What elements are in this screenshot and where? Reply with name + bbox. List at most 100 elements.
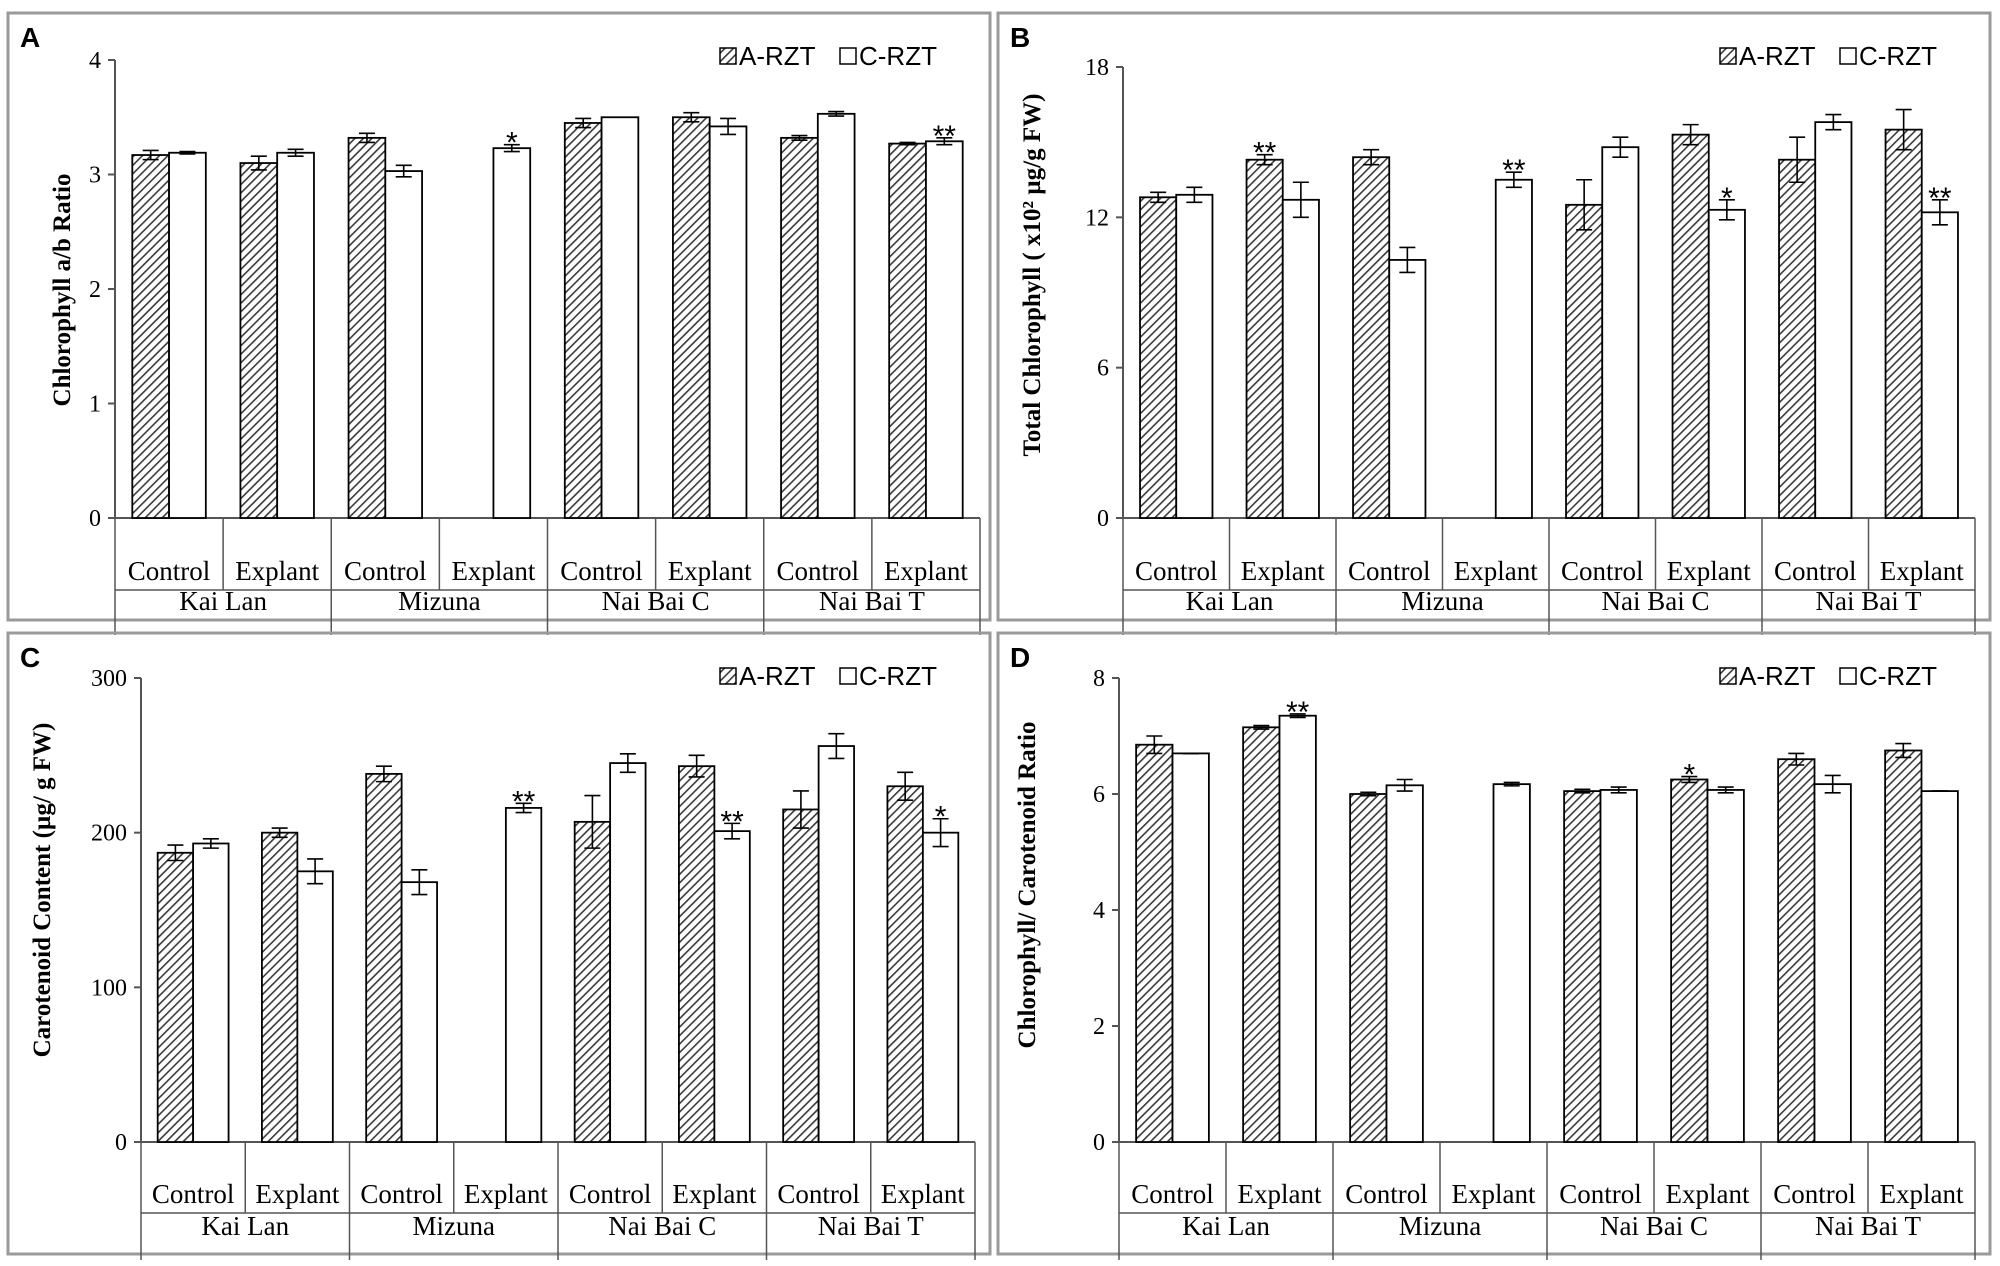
legend-label-c-rzt: C-RZT [1859, 41, 1937, 71]
x-subcategory-label: Control [1135, 556, 1218, 586]
x-group-label: Kai Lan [201, 1211, 289, 1241]
panel-d: D A-RZT C-RZT 0 2 4 6 8 Chlorophyll/ Carotenoid … [996, 631, 1992, 1260]
bar-c-rzt [1813, 783, 1852, 1143]
bar-c-rzt [1171, 752, 1210, 1143]
x-subcategory-label: Control [1348, 556, 1431, 586]
x-subcategory-label: Explant [881, 1179, 965, 1209]
bar-a-rzt [1352, 156, 1391, 519]
significance-marker: ** [1286, 696, 1310, 729]
x-subcategory-label: Control [1773, 1179, 1856, 1209]
legend-swatch-a-rzt [719, 47, 737, 65]
bar-c-rzt [1920, 790, 1959, 1143]
y-axis-title: Chlorophyll a/b Ratio [49, 174, 76, 407]
legend-label-c-rzt: C-RZT [1859, 661, 1937, 691]
x-group-label: Kai Lan [179, 586, 267, 616]
y-axis-title: Chlorophyll/ Carotenoid Ratio [1014, 722, 1041, 1049]
significance-marker: ** [1253, 137, 1277, 170]
x-subcategory-label: Explant [1238, 1179, 1322, 1209]
x-subcategory-label: Control [1345, 1179, 1428, 1209]
bar-a-rzt [347, 136, 387, 519]
legend-label-a-rzt: A-RZT [739, 661, 816, 691]
bar-c-rzt [609, 762, 647, 1143]
x-subcategory-label: Explant [1452, 1179, 1536, 1209]
significance-marker: * [506, 127, 518, 160]
x-subcategory-label: Explant [464, 1179, 548, 1209]
legend-label-c-rzt: C-RZT [859, 661, 937, 691]
legend-swatch-c-rzt [1839, 667, 1857, 685]
significance-marker: ** [512, 785, 536, 818]
bar-c-rzt [192, 842, 230, 1143]
x-subcategory-label: Control [560, 556, 643, 586]
bar-c-rzt [492, 147, 532, 519]
x-group-label: Nai Bai C [608, 1211, 716, 1241]
y-tick-label: 0 [1097, 506, 1109, 532]
x-subcategory-label: Control [152, 1179, 235, 1209]
bar-c-rzt [816, 112, 856, 519]
bar-a-rzt [782, 808, 820, 1143]
y-tick-label: 0 [115, 1130, 127, 1156]
x-subcategory-label: Explant [451, 556, 535, 586]
bar-c-rzt [400, 881, 438, 1143]
x-group-label: Kai Lan [1182, 1211, 1270, 1241]
y-tick-label: 1 [89, 392, 101, 418]
y-tick-label: 6 [1093, 782, 1105, 808]
panel-border [6, 11, 992, 622]
y-tick-label: 3 [89, 163, 101, 189]
bar-a-rzt [1349, 793, 1388, 1143]
bar-a-rzt [1139, 196, 1178, 519]
legend-swatch-c-rzt [1839, 47, 1857, 65]
bar-c-rzt [1707, 208, 1746, 519]
significance-marker: ** [1928, 182, 1952, 215]
x-subcategory-label: Control [777, 556, 860, 586]
bar-c-rzt [708, 125, 748, 519]
x-subcategory-label: Control [777, 1179, 860, 1209]
bar-c-rzt [1706, 789, 1745, 1143]
bar-c-rzt [276, 151, 315, 519]
panel-c: C A-RZT C-RZT 0 100 200 300 Carotenoid Content … [6, 631, 992, 1260]
bar-c-rzt [1492, 783, 1531, 1143]
x-subcategory-label: Explant [668, 556, 752, 586]
panel-a: A A-RZT C-RZT 0 1 2 3 4 Chlorophyll a/b Ratio Con… [6, 11, 992, 635]
panel-border [6, 631, 992, 1256]
panel-b: B A-RZT C-RZT 0 6 12 18 Total Chlorophyll ( x10… [996, 11, 1992, 635]
y-tick-label: 100 [91, 975, 127, 1001]
x-subcategory-label: Explant [1880, 556, 1964, 586]
y-axis-title: Carotenoid Content (µg/ g FW) [29, 723, 56, 1058]
significance-marker: * [1683, 759, 1695, 792]
bar-a-rzt [131, 154, 170, 519]
x-group-label: Nai Bai C [602, 586, 710, 616]
legend-label-a-rzt: A-RZT [1739, 661, 1816, 691]
bar-c-rzt [296, 870, 334, 1143]
y-axis-title: Total Chlorophyll ( x10² µg/g FW) [1019, 94, 1046, 457]
y-tick-label: 300 [91, 666, 127, 692]
significance-marker: * [935, 801, 947, 834]
bar-a-rzt [1135, 743, 1174, 1143]
x-subcategory-label: Explant [1666, 1179, 1750, 1209]
bar-a-rzt [1565, 203, 1604, 519]
significance-marker: ** [720, 805, 744, 838]
x-group-label: Mizuna [398, 586, 480, 616]
y-tick-label: 18 [1085, 55, 1109, 81]
bar-c-rzt [921, 831, 960, 1143]
bar-a-rzt [156, 851, 195, 1143]
x-subcategory-label: Explant [235, 556, 319, 586]
significance-marker: * [1721, 182, 1733, 215]
legend-swatch-c-rzt [839, 47, 857, 65]
y-tick-label: 2 [1093, 1014, 1105, 1040]
bar-a-rzt [678, 765, 716, 1143]
panel-border [996, 631, 1992, 1256]
bar-c-rzt [1281, 198, 1320, 519]
bar-c-rzt [1385, 784, 1424, 1143]
bar-c-rzt [713, 830, 751, 1143]
panel-letter: D [1010, 642, 1030, 673]
bar-a-rzt [261, 831, 299, 1143]
bar-a-rzt [1563, 790, 1602, 1143]
bar-a-rzt [573, 820, 612, 1143]
bar-a-rzt [365, 772, 403, 1143]
bar-c-rzt [600, 116, 640, 519]
panel-letter: A [20, 22, 40, 53]
bar-c-rzt [168, 151, 207, 519]
y-tick-label: 0 [89, 506, 101, 532]
bar-a-rzt [563, 122, 603, 519]
